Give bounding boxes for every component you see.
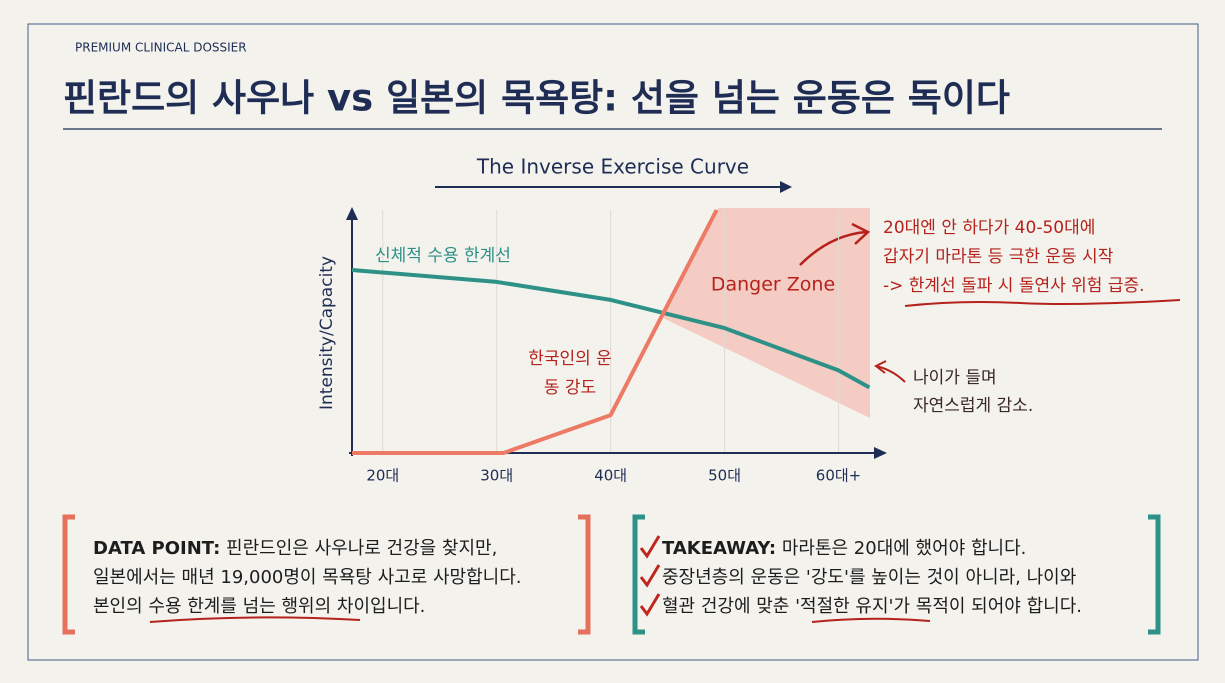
decline-note: 자연스럽게 감소. [913, 396, 1033, 416]
underline [904, 299, 1181, 307]
decline-note: 나이가 들며 [913, 368, 997, 388]
x-tick-label: 20대 [366, 467, 399, 485]
underline [149, 616, 361, 623]
danger-zone [663, 208, 870, 418]
decline-arrow [874, 360, 906, 383]
kicker: PREMIUM CLINICAL DOSSIER [75, 41, 247, 55]
surge-note: 20대엔 안 하다가 40-50대에 [883, 218, 1095, 238]
takeaway-line: 혈관 건강에 맞춘 '적절한 유지'가 목적이 되어야 합니다. [662, 596, 1082, 617]
title-arrowhead [780, 181, 792, 193]
check [639, 535, 661, 617]
series-line [351, 268, 871, 390]
frame [27, 23, 1199, 661]
takeaway-line: TAKEAWAY: 마라톤은 20대에 했어야 합니다. [662, 538, 1026, 559]
surge-arrow [799, 230, 867, 266]
takeaway-label: TAKEAWAY: [662, 538, 776, 559]
bracket [578, 514, 591, 635]
x-tick-label: 30대 [480, 467, 513, 485]
bracket [62, 514, 75, 635]
data-point-line: DATA POINT: 핀란드인은 사우나로 건강을 찾지만, [93, 538, 497, 559]
chart-title: The Inverse Exercise Curve [476, 155, 749, 179]
page-title: 핀란드의 사우나 vs 일본의 목욕탕: 선을 넘는 운동은 독이다 [63, 77, 1010, 120]
surge-note: -> 한계선 돌파 시 돌연사 위험 급증. [883, 276, 1145, 296]
series-label: 한국인의 운동 강도 [528, 349, 612, 398]
surge-arrowhead [851, 222, 871, 245]
series-line [352, 209, 719, 455]
data-point-line: 일본에서는 매년 19,000명이 목욕탕 사고로 사망합니다. [93, 567, 522, 588]
data-point-label: DATA POINT: [93, 538, 220, 559]
bracket [632, 514, 645, 635]
takeaway-text: 마라톤은 20대에 했어야 합니다. [782, 538, 1027, 559]
x-arrowhead [874, 447, 887, 459]
data-point-text: 핀란드인은 사우나로 건강을 찾지만, [226, 538, 497, 559]
data-point-line: 본인의 수용 한계를 넘는 행위의 차이입니다. [93, 596, 425, 617]
underline [811, 617, 931, 623]
y-arrowhead [346, 207, 358, 220]
x-tick-label: 50대 [708, 467, 741, 485]
x-tick-label: 60대+ [816, 467, 861, 485]
surge-note: 갑자기 마라톤 등 극한 운동 시작 [883, 247, 1114, 267]
takeaway-line: 중장년층의 운동은 '강도'를 높이는 것이 아니라, 나이와 [662, 567, 1076, 588]
danger-zone-label: Danger Zone [711, 274, 835, 296]
series-label-box: 한국인의 운동 강도 [528, 349, 612, 398]
x-tick-label: 40대 [594, 467, 627, 485]
y-axis-label: Intensity/Capacity [317, 256, 337, 410]
series-label: 신체적 수용 한계선 [375, 246, 511, 266]
bracket [1148, 514, 1161, 635]
